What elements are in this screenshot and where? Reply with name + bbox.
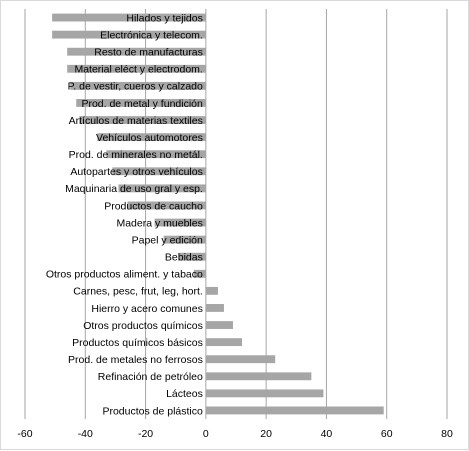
- bar: [205, 321, 233, 329]
- category-label: Lácteos: [166, 388, 203, 400]
- category-label: Prod. de metales no ferrosos: [68, 354, 203, 366]
- category-label: Electrónica y telecom.: [100, 29, 203, 41]
- x-tick-label: 60: [381, 428, 393, 440]
- bars: [52, 13, 384, 415]
- category-label: Productos de plástico: [102, 405, 203, 417]
- category-label: Hierro y acero comunes: [91, 303, 202, 315]
- category-label: Otros productos químicos: [83, 320, 203, 332]
- bar: [97, 133, 206, 142]
- bar: [205, 389, 324, 398]
- bar: [205, 338, 243, 347]
- category-label: Hilados y tejidos: [126, 12, 202, 24]
- category-labels: Hilados y tejidos Electrónica y telecom. R…: [46, 12, 203, 417]
- bar: [70, 81, 206, 90]
- bar: [67, 64, 206, 73]
- category-label: Otros productos aliment. y tabaco: [46, 269, 203, 281]
- x-tick-label: -20: [138, 428, 153, 440]
- bar: [163, 235, 206, 244]
- x-axis-ticks: -60 -40 -20 0 20 40 60 80: [17, 428, 453, 440]
- category-label: Maquinaria de uso gral y esp.: [65, 183, 203, 195]
- bar: [76, 99, 206, 107]
- x-tick-label: 0: [203, 428, 209, 440]
- bar: [205, 372, 312, 381]
- category-label: P. de vestir, cueros y calzado: [68, 81, 203, 93]
- bar: [205, 286, 218, 295]
- bar: [154, 218, 206, 227]
- category-label: Resto de manufacturas: [94, 47, 203, 59]
- category-label: Artículos de materias textiles: [69, 115, 203, 127]
- category-label: Papel y edición: [132, 234, 203, 246]
- bar: [52, 13, 206, 22]
- bar: [106, 150, 206, 159]
- category-label: Prod. de minerales no metál.: [69, 149, 203, 161]
- category-label: Prod. de metal y fundición: [81, 98, 203, 110]
- bar: [52, 30, 206, 39]
- category-label: Bebidas: [165, 252, 203, 264]
- category-label: Autopartes y otros vehículos: [70, 166, 203, 178]
- bar: [67, 47, 206, 56]
- gridlines: [24, 9, 448, 419]
- bar: [112, 167, 206, 176]
- bar: [193, 269, 206, 278]
- x-tick-label: 20: [260, 428, 272, 440]
- bar: [178, 252, 206, 261]
- category-label: Carnes, pesc, frut, leg, hort.: [73, 286, 203, 298]
- bar: [205, 304, 224, 312]
- category-label: Material eléct y electrodom.: [74, 64, 202, 76]
- x-tick-label: -40: [78, 428, 93, 440]
- category-label: Productos químicos básicos: [72, 337, 203, 349]
- category-label: Productos de caucho: [104, 200, 203, 212]
- category-label: Vehículos automotores: [96, 132, 203, 144]
- bar: [127, 201, 206, 210]
- category-label: Madera y muebles: [116, 217, 202, 229]
- bar: [118, 184, 206, 193]
- bar: [205, 406, 384, 415]
- x-tick-label: -60: [17, 428, 32, 440]
- category-label: Refinación de petróleo: [98, 371, 203, 383]
- bar: [79, 116, 206, 124]
- bar: [205, 355, 276, 364]
- x-tick-label: 80: [441, 428, 453, 440]
- x-tick-label: 40: [321, 428, 333, 440]
